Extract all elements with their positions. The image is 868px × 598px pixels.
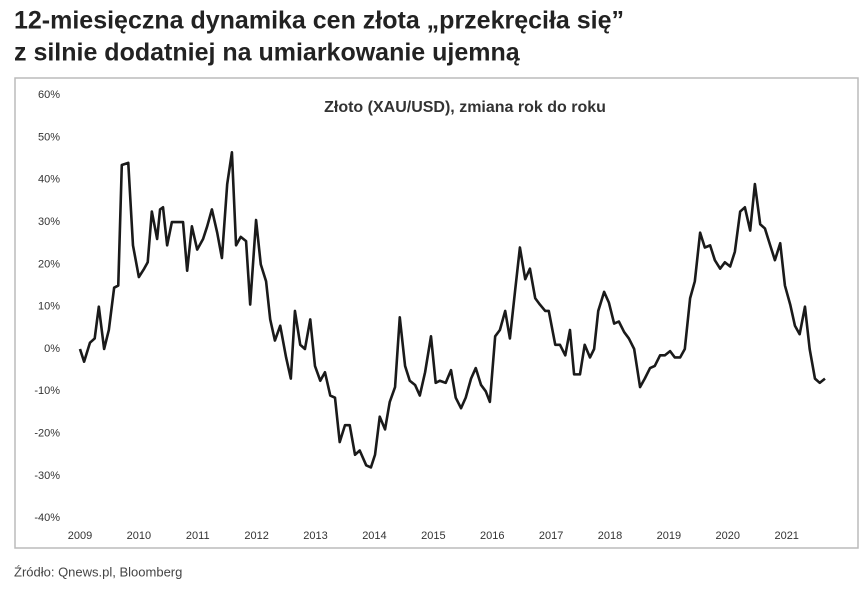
- y-tick-label: -40%: [34, 512, 60, 524]
- y-tick-label: 0%: [44, 343, 60, 355]
- y-tick-label: 60%: [38, 89, 60, 101]
- y-tick-label: 50%: [38, 131, 60, 143]
- x-tick-label: 2015: [421, 530, 445, 542]
- x-tick-label: 2012: [244, 530, 268, 542]
- title-line: 12-miesięczna dynamika cen złota „przekr…: [14, 7, 624, 35]
- x-tick-label: 2017: [539, 530, 563, 542]
- x-tick-label: 2011: [186, 530, 210, 542]
- x-tick-label: 2019: [657, 530, 681, 542]
- title-line: z silnie dodatniej na umiarkowanie ujemn…: [14, 39, 521, 67]
- x-tick-label: 2013: [303, 530, 327, 542]
- y-tick-label: 30%: [38, 216, 60, 228]
- x-tick-label: 2014: [362, 530, 386, 542]
- y-tick-label: -30%: [34, 470, 60, 482]
- x-tick-label: 2020: [716, 530, 740, 542]
- x-tick-label: 2018: [598, 530, 622, 542]
- y-tick-label: -10%: [34, 385, 60, 397]
- x-tick-label: 2016: [480, 530, 504, 542]
- y-tick-label: 10%: [38, 301, 60, 313]
- x-tick-label: 2009: [68, 530, 92, 542]
- x-tick-label: 2021: [774, 530, 798, 542]
- y-tick-label: 40%: [38, 174, 60, 186]
- source: Źródło: Qnews.pl, Bloomberg: [14, 564, 182, 579]
- x-tick-label: 2010: [127, 530, 151, 542]
- line: [78, 151, 826, 469]
- chart-frame: [14, 77, 859, 549]
- y-tick-label: 20%: [38, 258, 60, 270]
- y-tick-label: -20%: [34, 428, 60, 440]
- chart-title: Złoto (XAU/USD), zmiana rok do roku: [324, 99, 606, 116]
